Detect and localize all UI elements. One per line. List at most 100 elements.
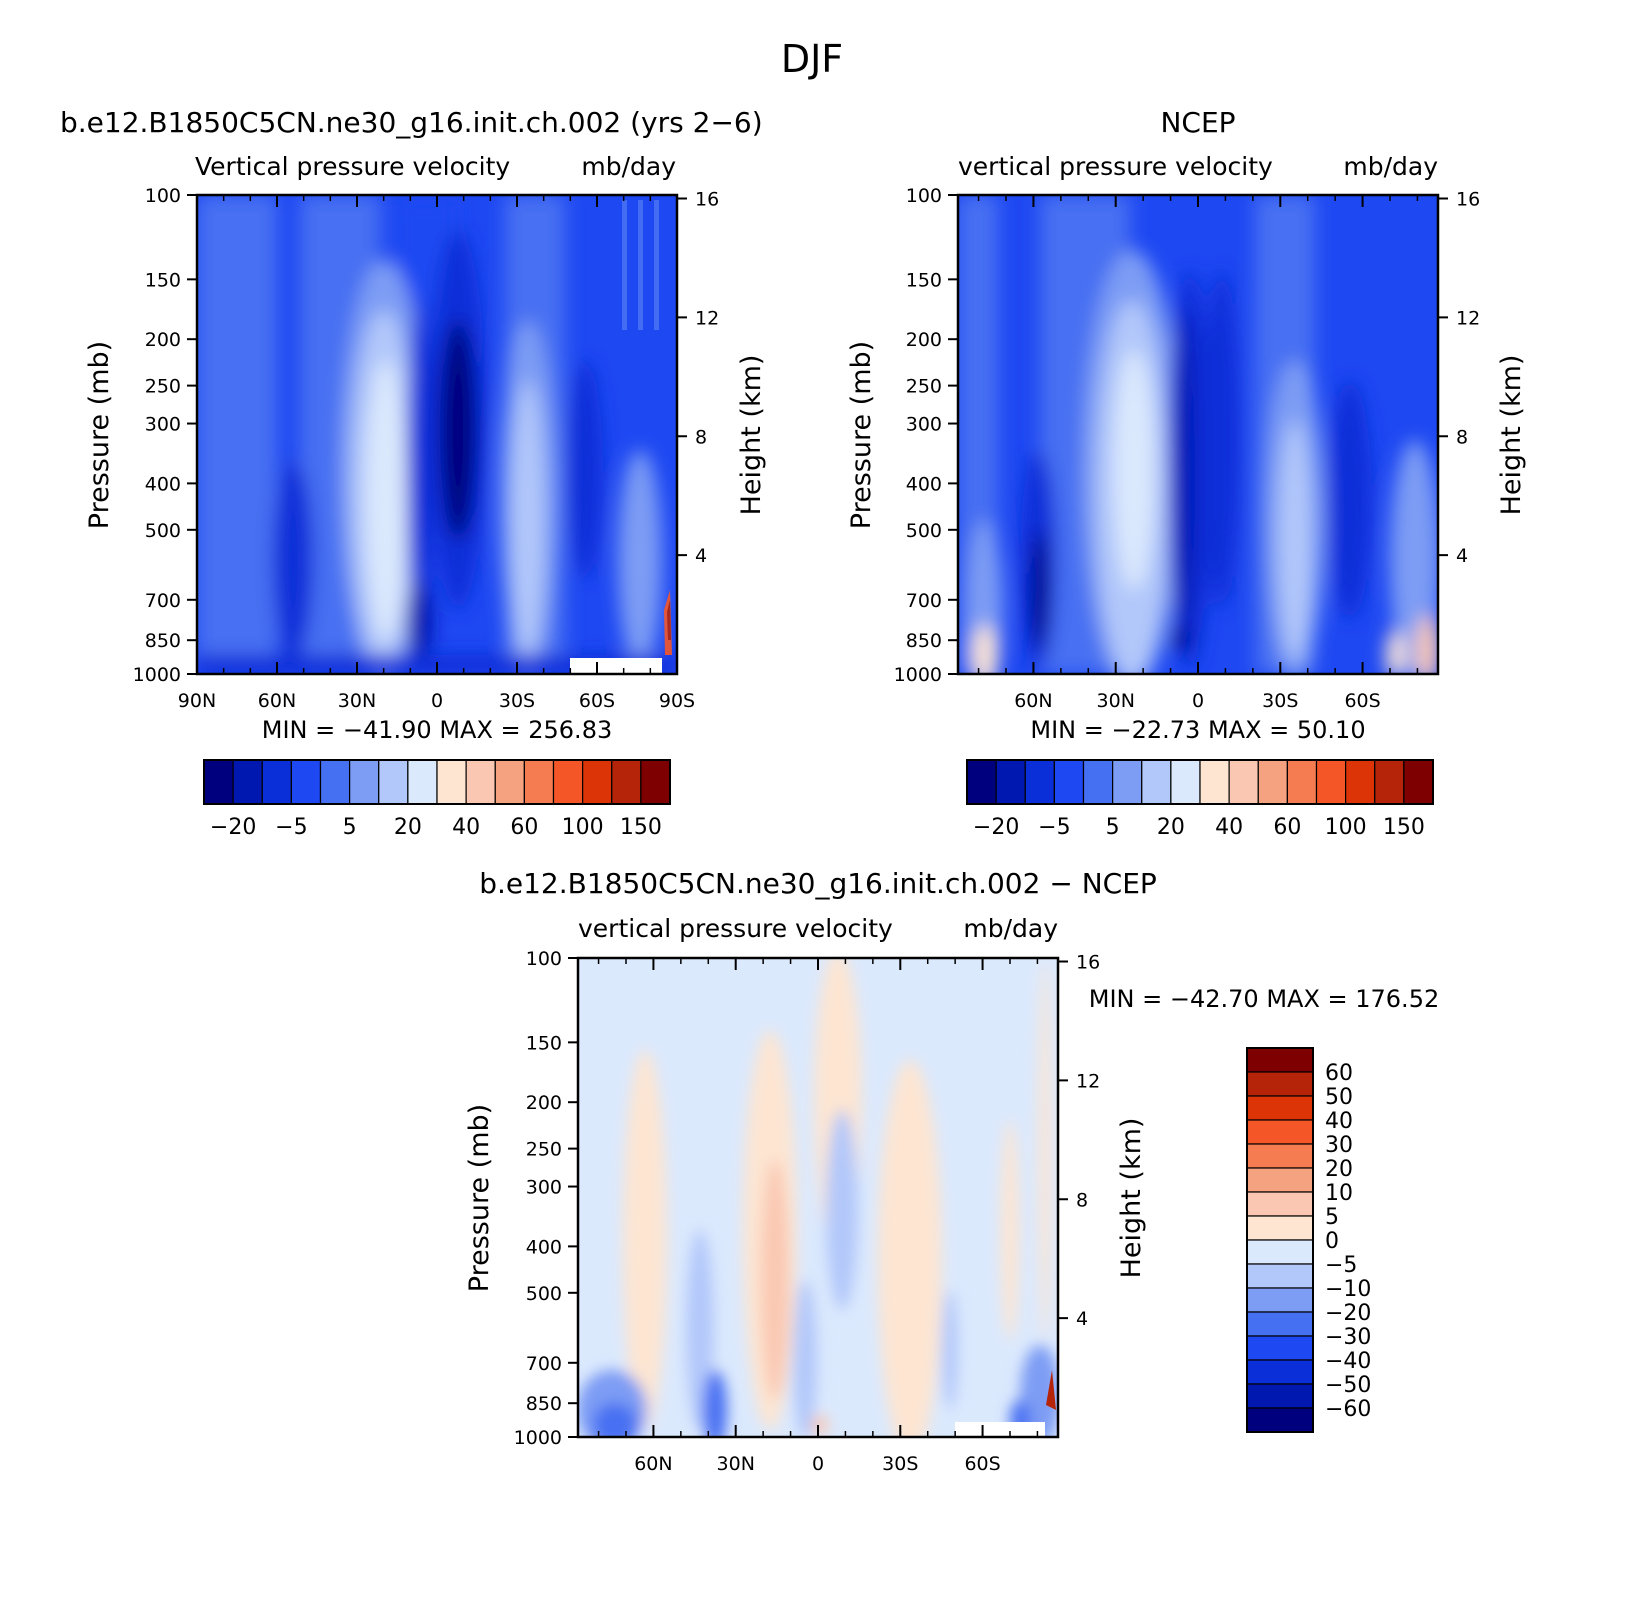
y-tick-label: 850 xyxy=(906,630,942,652)
colorbar-swatch xyxy=(1053,759,1085,805)
colorbar-label: −10 xyxy=(1325,1277,1371,1302)
panel-diff-title: b.e12.B1850C5CN.ne30_g16.init.ch.002 − N… xyxy=(479,867,1157,900)
colorbar-swatch xyxy=(1246,1383,1314,1409)
colorbar-swatch xyxy=(1246,1047,1314,1073)
y-tick-label: 250 xyxy=(145,376,181,398)
panel-model-stats: MIN = −41.90 MAX = 256.83 xyxy=(262,716,612,744)
colorbar-swatch xyxy=(232,759,263,805)
y-right-tick-label: 8 xyxy=(695,426,707,448)
colorbar-label: 40 xyxy=(452,815,480,840)
colorbar-label: 150 xyxy=(620,815,662,840)
x-tick-label: 0 xyxy=(812,1453,824,1475)
y-tick-label: 150 xyxy=(526,1032,562,1054)
colorbar-swatch xyxy=(203,759,234,805)
colorbar-swatch xyxy=(290,759,322,805)
panel-model-units: mb/day xyxy=(581,152,676,181)
y-tick-label: 400 xyxy=(526,1236,562,1258)
panel-obs-subtitle: vertical pressure velocity xyxy=(958,152,1273,181)
y-tick-label: 150 xyxy=(145,269,181,291)
panel-model-title: b.e12.B1850C5CN.ne30_g16.init.ch.002 (yr… xyxy=(60,106,763,139)
x-tick-label: 60S xyxy=(964,1453,1000,1475)
panel-obs-field xyxy=(958,195,1438,674)
y-right-tick-label: 12 xyxy=(1456,307,1480,329)
colorbar-label: −60 xyxy=(1325,1397,1371,1422)
y-tick-label: 700 xyxy=(906,590,942,612)
y-tick-label: 700 xyxy=(145,590,181,612)
x-tick-label: 60S xyxy=(1344,690,1380,712)
colorbar-swatch xyxy=(1257,759,1288,805)
y-tick-label: 200 xyxy=(526,1092,562,1114)
colorbar-label: 20 xyxy=(394,815,422,840)
x-tick-label: 60S xyxy=(579,690,615,712)
colorbar-label: −5 xyxy=(1038,815,1070,840)
panel-obs-units: mb/day xyxy=(1343,152,1438,181)
panel-diff-ylabel: Pressure (mb) xyxy=(464,1104,495,1292)
y-tick-label: 1000 xyxy=(894,664,942,686)
panel-diff: b.e12.B1850C5CN.ne30_g16.init.ch.002 − N… xyxy=(464,867,1439,1475)
colorbar-label: 5 xyxy=(1106,815,1120,840)
y-right-tick-label: 4 xyxy=(695,545,707,567)
colorbar-swatch xyxy=(465,759,496,805)
panel-model-axes: 100 150 200 250 300 400 500 700 850 1000 16 12 8 4 90N… xyxy=(133,185,720,712)
colorbar-swatch xyxy=(1246,1335,1314,1361)
colorbar-swatch xyxy=(1228,759,1259,805)
x-tick-label: 30N xyxy=(717,1453,755,1475)
colorbar-swatch xyxy=(1374,759,1405,805)
y-right-tick-label: 16 xyxy=(695,189,719,211)
colorbar-label: 10 xyxy=(1325,1181,1353,1206)
y-tick-label: 250 xyxy=(906,376,942,398)
colorbar-swatch xyxy=(1246,1311,1314,1337)
colorbar-label: −40 xyxy=(1325,1349,1371,1374)
colorbar-swatch xyxy=(1199,759,1230,805)
colorbar-swatch xyxy=(966,759,997,805)
y-tick-label: 300 xyxy=(906,414,942,436)
x-tick-label: 30N xyxy=(338,690,376,712)
y-tick-label: 500 xyxy=(526,1283,562,1305)
colorbar-swatch xyxy=(611,759,642,805)
y-right-tick-label: 8 xyxy=(1456,426,1468,448)
colorbar-label: 0 xyxy=(1325,1229,1339,1254)
colorbar-label: 20 xyxy=(1157,815,1185,840)
y-tick-label: 200 xyxy=(906,329,942,351)
y-tick-label: 150 xyxy=(906,269,942,291)
y-right-tick-label: 8 xyxy=(1076,1189,1088,1211)
panel-model-ylabel: Pressure (mb) xyxy=(84,341,115,529)
colorbar-swatch xyxy=(1082,759,1114,805)
panel-diff-units: mb/day xyxy=(963,914,1058,943)
colorbar-swatch xyxy=(1246,1407,1314,1433)
colorbar-swatch xyxy=(995,759,1026,805)
colorbar-swatch xyxy=(1246,1215,1314,1241)
y-right-tick-label: 16 xyxy=(1456,189,1480,211)
x-tick-label: 90N xyxy=(178,690,216,712)
panel-obs-ylabel-right: Height (km) xyxy=(1496,355,1527,516)
colorbar-label: 150 xyxy=(1383,815,1425,840)
colorbar-label: 50 xyxy=(1325,1085,1353,1110)
colorbar-swatch xyxy=(494,759,525,805)
panel-diff-stats: MIN = −42.70 MAX = 176.52 xyxy=(1089,985,1439,1013)
x-tick-label: 30S xyxy=(882,1453,918,1475)
colorbar-swatch xyxy=(1246,1263,1314,1289)
panel-obs-title: NCEP xyxy=(1160,106,1235,139)
panel-model-colorbar: −20 −5 5 20 40 60 100 150 xyxy=(203,759,671,840)
y-right-tick-label: 4 xyxy=(1076,1308,1088,1330)
y-tick-label: 1000 xyxy=(514,1427,562,1449)
colorbar-swatch xyxy=(1246,1359,1314,1385)
y-tick-label: 1000 xyxy=(133,664,181,686)
colorbar-label: −20 xyxy=(973,815,1019,840)
y-right-tick-label: 12 xyxy=(1076,1070,1100,1092)
y-tick-label: 200 xyxy=(145,329,181,351)
y-right-tick-label: 12 xyxy=(695,307,719,329)
y-tick-label: 700 xyxy=(526,1353,562,1375)
colorbar-label: 5 xyxy=(1325,1205,1339,1230)
x-tick-label: 0 xyxy=(1192,690,1204,712)
colorbar-swatch xyxy=(1246,1239,1314,1265)
colorbar-swatch xyxy=(1403,759,1434,805)
colorbar-swatch xyxy=(640,759,671,805)
x-tick-label: 30S xyxy=(1262,690,1298,712)
colorbar-swatch xyxy=(1286,759,1318,805)
x-tick-label: 30S xyxy=(499,690,535,712)
colorbar-swatch xyxy=(1112,759,1143,805)
colorbar-swatch xyxy=(261,759,292,805)
colorbar-label: −5 xyxy=(275,815,307,840)
